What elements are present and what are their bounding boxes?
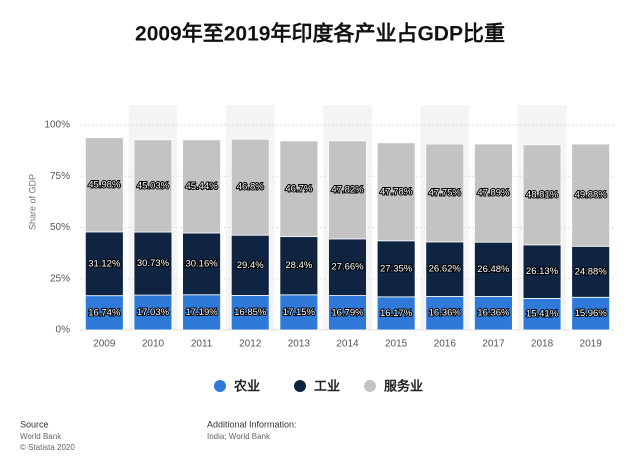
value-label: 16.85%: [234, 307, 267, 318]
value-label: 16.17%: [380, 308, 413, 319]
value-label: 48.81%: [526, 189, 559, 200]
bar-segment: [376, 240, 416, 298]
value-label: 47.82%: [331, 184, 364, 195]
value-label: 26.48%: [477, 264, 510, 275]
value-label: 16.74%: [88, 307, 121, 318]
copyright: © Statista 2020: [20, 443, 75, 452]
value-label: 17.03%: [137, 307, 170, 318]
x-tick-label: 2014: [336, 339, 359, 350]
bar-segment: [84, 137, 124, 233]
value-label: 46.7%: [285, 183, 312, 194]
x-tick-label: 2009: [93, 339, 116, 350]
bar-segment: [279, 236, 319, 296]
value-label: 15.96%: [575, 308, 608, 319]
value-label: 45.44%: [185, 181, 218, 192]
bar-segment: [133, 139, 173, 233]
bar-segment: [571, 143, 611, 247]
bar-segment: [328, 140, 367, 240]
value-label: 30.73%: [137, 258, 170, 269]
x-tick-label: 2018: [531, 339, 554, 350]
bar-segment: [279, 140, 319, 238]
x-tick-label: 2019: [580, 339, 603, 350]
bar-segment: [84, 231, 124, 297]
chart-title: 2009年至2019年印度各产业占GDP比重: [135, 22, 505, 46]
legend-label: 工业: [314, 378, 340, 393]
value-label: 26.13%: [526, 266, 559, 277]
value-label: 31.12%: [88, 258, 121, 269]
bar-segment: [230, 295, 270, 331]
value-label: 28.4%: [285, 260, 312, 271]
x-tick-label: 2016: [434, 339, 457, 350]
value-label: 16.79%: [331, 307, 364, 318]
x-tick-label: 2013: [288, 339, 311, 350]
legend-label: 农业: [233, 378, 260, 393]
bar-segment: [425, 143, 465, 243]
value-label: 17.15%: [283, 307, 316, 318]
bar-segment: [230, 138, 270, 236]
bar-segment: [522, 144, 562, 246]
bar-segment: [474, 296, 513, 331]
legend-marker: [364, 380, 376, 392]
bar-segment: [474, 241, 513, 297]
value-label: 17.19%: [185, 307, 218, 318]
legend-marker: [294, 380, 306, 392]
y-axis-label: Share of GDP: [27, 174, 37, 230]
x-tick-label: 2015: [385, 339, 408, 350]
value-label: 47.75%: [429, 187, 462, 198]
bar-segment: [133, 231, 173, 296]
value-label: 15.41%: [526, 309, 559, 320]
value-label: 47.78%: [380, 186, 413, 197]
bar-segment: [522, 244, 562, 299]
value-label: 45.98%: [88, 179, 121, 190]
value-label: 46.8%: [237, 182, 264, 193]
value-label: 26.62%: [429, 264, 462, 275]
bar-segment: [230, 234, 270, 296]
value-label: 16.36%: [429, 308, 462, 319]
source: World Bank: [20, 432, 62, 441]
value-label: 16.36%: [477, 308, 510, 319]
bar-segment: [182, 139, 221, 234]
bar-segment: [522, 298, 562, 331]
x-tick-label: 2017: [482, 339, 505, 350]
value-label: 49.88%: [575, 190, 608, 201]
x-tick-label: 2012: [239, 339, 262, 350]
bar-segment: [133, 294, 173, 331]
y-tick-label: 25%: [50, 273, 70, 284]
legend-marker: [214, 380, 226, 392]
bar-segment: [474, 143, 513, 243]
value-label: 45.03%: [137, 180, 170, 191]
additional-info-label: Additional Information:: [207, 419, 297, 429]
value-label: 29.4%: [237, 260, 264, 271]
legend-label: 服务业: [384, 378, 423, 393]
value-label: 27.35%: [380, 263, 413, 274]
bar-segment: [376, 142, 416, 242]
value-label: 27.66%: [331, 262, 364, 273]
bar-segment: [84, 295, 124, 331]
value-label: 47.89%: [477, 188, 510, 199]
bar-segment: [425, 241, 465, 297]
value-label: 30.16%: [185, 258, 218, 269]
bar-segment: [182, 232, 221, 296]
value-label: 24.88%: [575, 266, 608, 277]
y-tick-label: 75%: [50, 171, 70, 182]
bar-segment: [182, 294, 221, 331]
x-tick-label: 2010: [142, 339, 165, 350]
y-tick-label: 50%: [50, 222, 70, 233]
bar-segment: [571, 245, 611, 298]
x-tick-label: 2011: [191, 339, 213, 350]
source-label: Source: [20, 419, 49, 429]
y-tick-label: 100%: [44, 120, 70, 131]
additional-info: India; World Bank: [207, 432, 271, 441]
y-tick-label: 0%: [56, 325, 71, 336]
